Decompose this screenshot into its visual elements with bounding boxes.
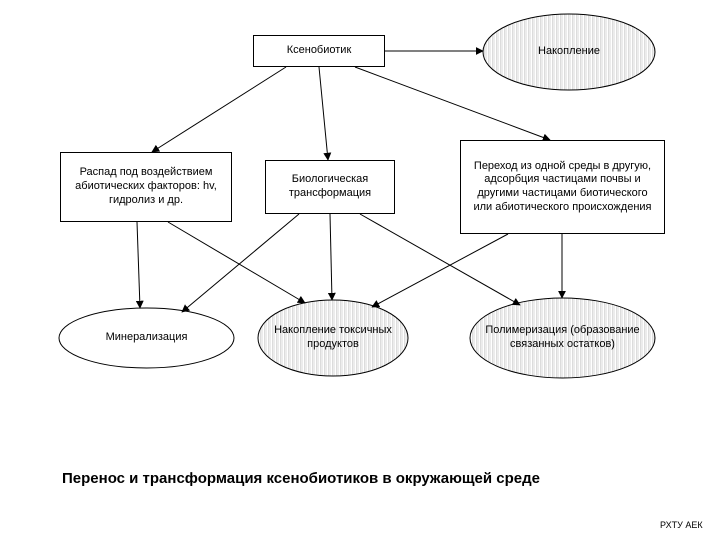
title-text: Перенос и трансформация ксенобиотиков в … <box>62 470 540 487</box>
node-nakoplenie-toksichnyh: Накопление токсичных продуктов <box>258 300 408 376</box>
node-label: Биологическая трансформация <box>274 173 386 201</box>
node-nakoplenie: Накопление <box>483 14 655 90</box>
node-biotransform: Биологическая трансформация <box>265 160 395 214</box>
node-mineralizacia: Минерализация <box>59 308 234 368</box>
footer-credit: РХТУ АЕК <box>660 520 703 530</box>
node-polimerizacia: Полимеризация (образование связанных ост… <box>470 298 655 378</box>
node-label: Распад под воздействием абиотических фак… <box>69 166 223 207</box>
node-label: Полимеризация (образование связанных ост… <box>478 324 647 352</box>
credit-text: РХТУ АЕК <box>660 520 703 530</box>
diagram-title: Перенос и трансформация ксенобиотиков в … <box>62 470 540 487</box>
node-raspad: Распад под воздействием абиотических фак… <box>60 152 232 222</box>
node-label: Накопление <box>538 45 600 59</box>
node-label: Переход из одной среды в другую, адсорбц… <box>469 160 656 215</box>
node-label: Ксенобиотик <box>287 44 352 58</box>
node-label: Минерализация <box>106 331 188 345</box>
node-ksenobiotik: Ксенобиотик <box>253 35 385 67</box>
node-label: Накопление токсичных продуктов <box>266 324 400 352</box>
node-perehod: Переход из одной среды в другую, адсорбц… <box>460 140 665 234</box>
